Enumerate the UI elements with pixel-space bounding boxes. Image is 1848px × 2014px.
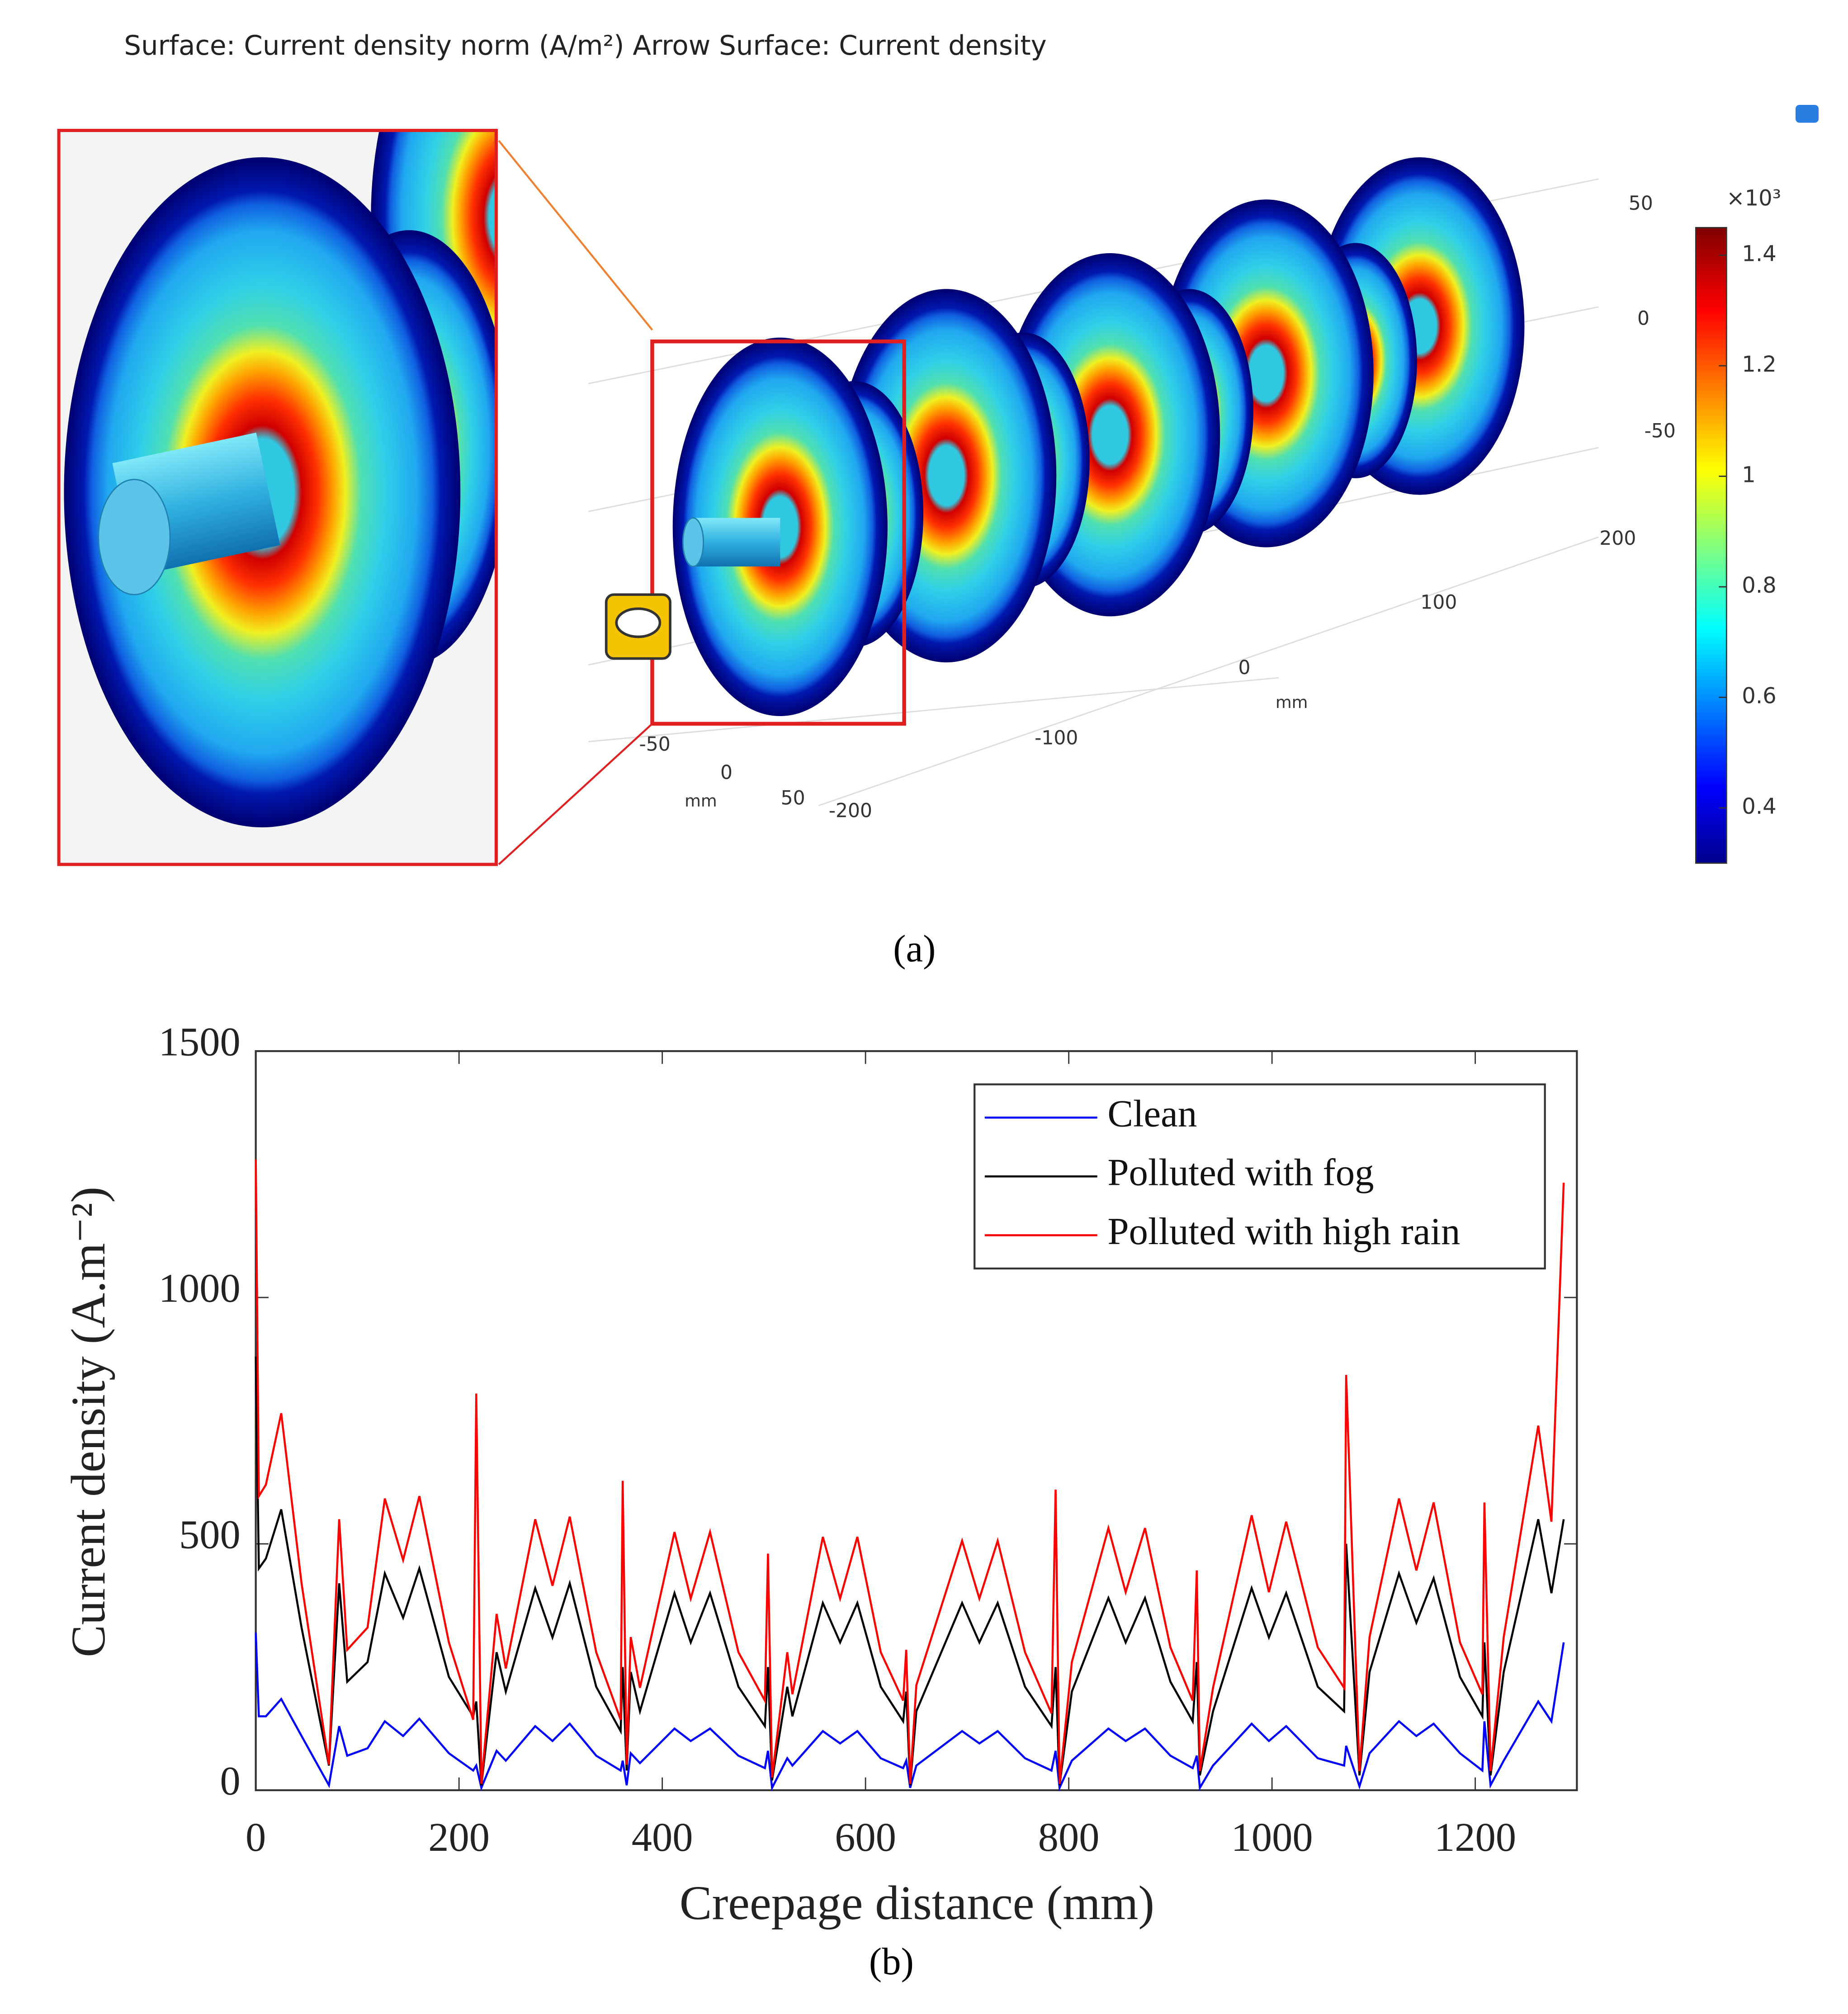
- colorbar-tick-label: 1.2: [1742, 352, 1776, 377]
- colorbar: [1695, 227, 1727, 864]
- legend-label: Clean: [1107, 1093, 1197, 1135]
- axis-tick-label: 50: [1629, 193, 1653, 215]
- zoom-line: [498, 140, 653, 331]
- axis-tick-label: 0: [720, 762, 733, 784]
- zoom-line: [498, 723, 653, 865]
- colorbar-tick-label: 0.8: [1742, 573, 1776, 598]
- zoom-box: [650, 339, 906, 726]
- x-axis-title: Creepage distance (mm): [680, 1876, 1154, 1930]
- axis-tick-label: 0: [1238, 657, 1251, 679]
- legend-label: Polluted with high rain: [1107, 1210, 1460, 1253]
- axis-tick-label: -50: [1645, 420, 1676, 443]
- axis-tick-label: -200: [829, 800, 872, 822]
- axis-unit: mm: [685, 791, 717, 811]
- x-tick-label: 0: [246, 1814, 266, 1860]
- colorbar-tick-label: 1.4: [1742, 241, 1776, 267]
- x-tick-label: 1000: [1231, 1814, 1313, 1860]
- y-tick-label: 1500: [159, 1019, 241, 1065]
- x-tick-label: 200: [428, 1814, 490, 1860]
- caption: (b): [869, 1940, 914, 1983]
- axis-tick-label: 0: [1637, 308, 1649, 330]
- x-tick-label: 800: [1038, 1814, 1100, 1860]
- axis-tick-label: 50: [781, 787, 805, 809]
- shaft-end: [682, 517, 704, 567]
- comment-icon[interactable]: [605, 593, 671, 660]
- y-axis-title: Current density (A.m⁻²): [61, 1187, 115, 1657]
- x-tick-label: 400: [632, 1814, 693, 1860]
- axis-unit: mm: [1276, 693, 1308, 712]
- series-line: [255, 1356, 1565, 1786]
- y-tick-label: 1000: [159, 1265, 241, 1311]
- colorbar-tick-label: 0.4: [1742, 794, 1776, 819]
- colorbar-tick-label: 0.6: [1742, 684, 1776, 709]
- y-tick-label: 0: [220, 1758, 240, 1803]
- x-tick-label: 600: [835, 1814, 896, 1860]
- series-line: [255, 1632, 1565, 1792]
- series-line: [255, 1159, 1565, 1784]
- y-tick-label: 500: [179, 1511, 241, 1557]
- shaft-end: [98, 479, 171, 595]
- axis-tick-label: -50: [639, 734, 670, 756]
- inset-frame: [57, 128, 498, 866]
- x-tick-label: 1200: [1434, 1814, 1516, 1860]
- zoom-inset: [59, 130, 496, 865]
- plot-title: Surface: Current density norm (A/m²) Arr…: [124, 30, 1046, 61]
- axis-tick-label: 200: [1599, 528, 1636, 550]
- caption: (a): [893, 928, 936, 970]
- axis-tick-label: -100: [1035, 727, 1078, 749]
- colorbar-tick-label: 1: [1742, 462, 1756, 488]
- axis-tick-label: 100: [1420, 592, 1457, 614]
- insulator-model: [672, 157, 1525, 716]
- toolbar-icon[interactable]: [1796, 104, 1819, 123]
- legend-label: Polluted with fog: [1107, 1151, 1374, 1194]
- colorbar-label: ×10³: [1726, 185, 1781, 211]
- comment-icon-bubble: [615, 607, 662, 638]
- shaft: [690, 518, 780, 567]
